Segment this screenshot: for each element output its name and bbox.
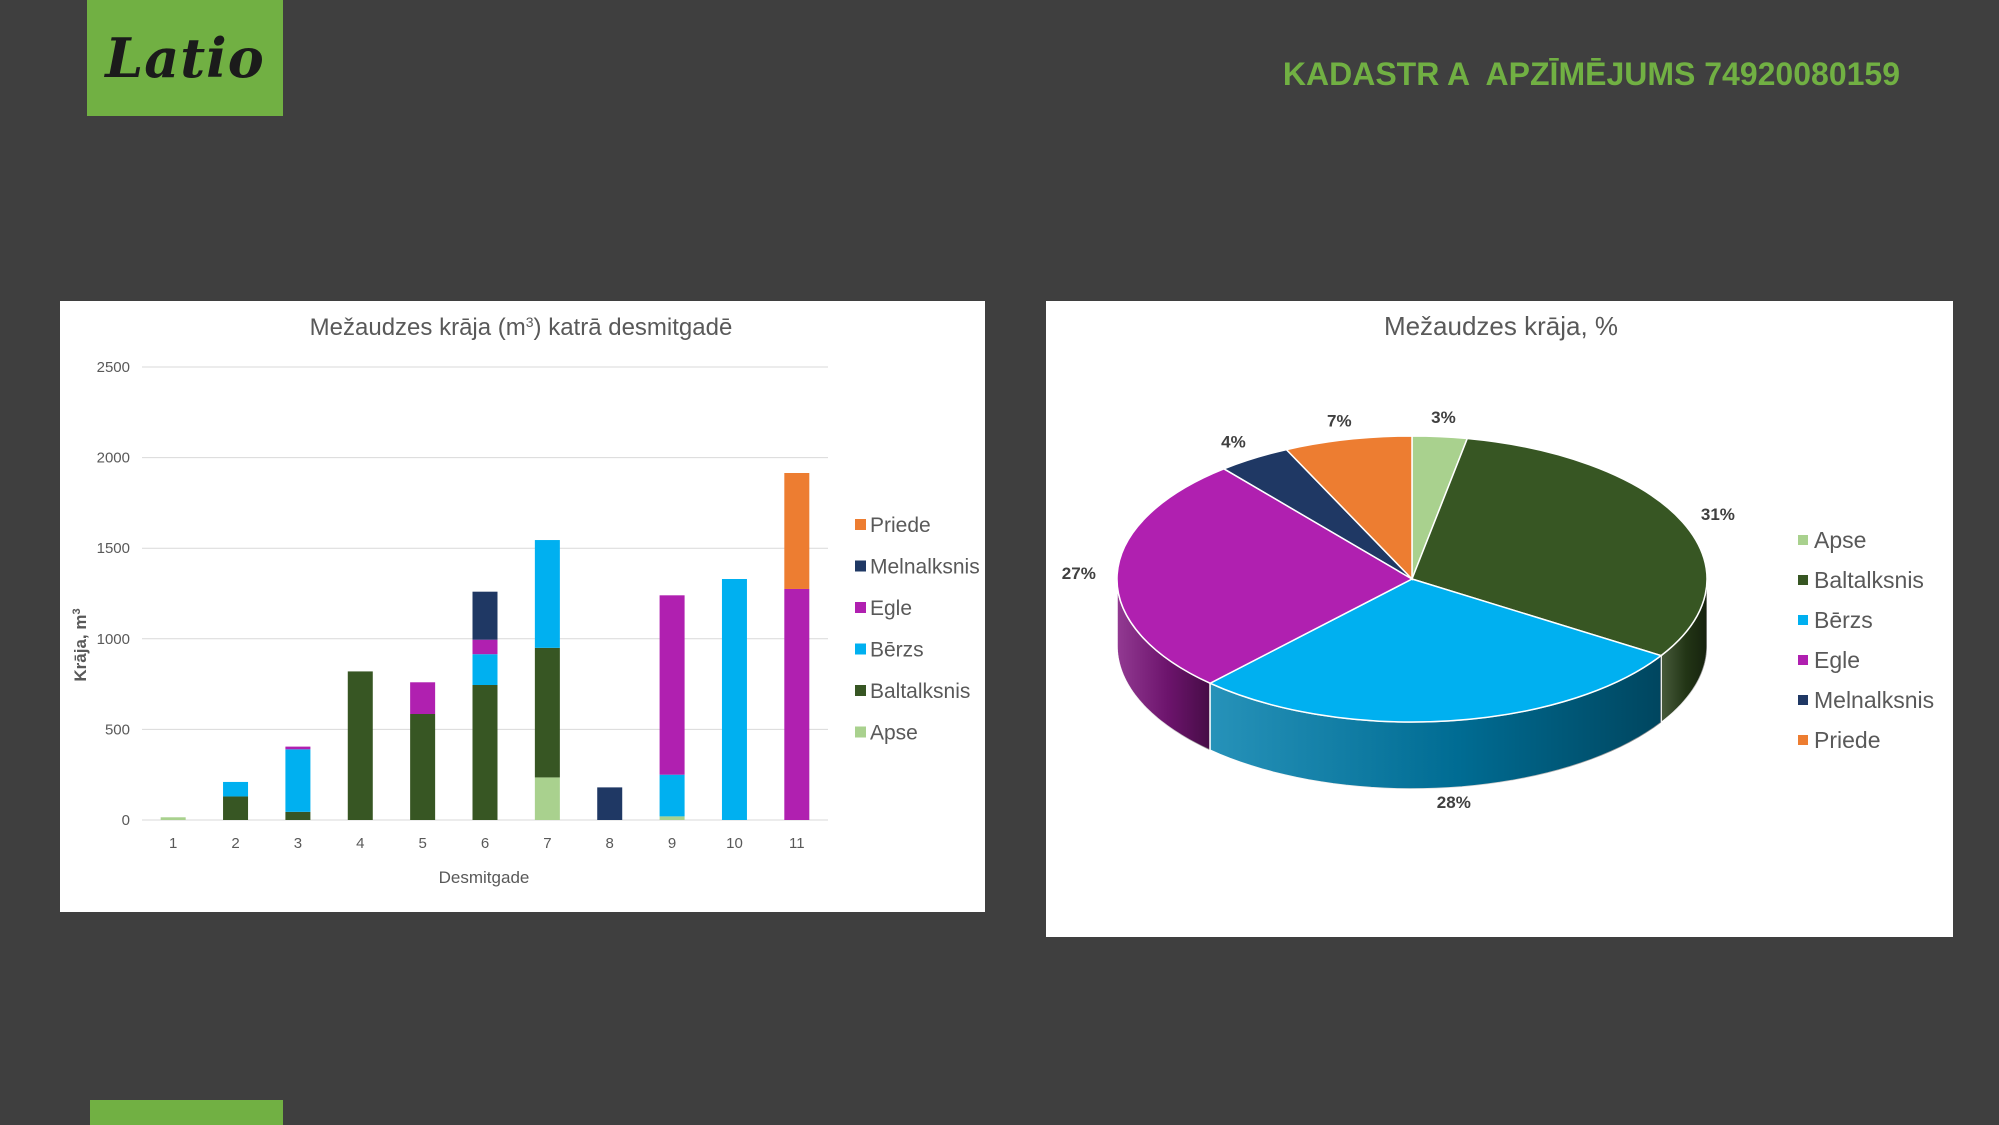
legend-label: Baltalksnis	[870, 680, 970, 703]
y-tick-label: 500	[105, 721, 130, 738]
x-tick-label: 10	[726, 835, 743, 852]
pie-data-label: 31%	[1701, 505, 1735, 524]
y-axis-title: Krāja, m3	[71, 608, 90, 681]
logo-text: Latio	[105, 26, 265, 90]
legend-swatch	[855, 685, 866, 696]
x-tick-label: 6	[481, 835, 489, 852]
legend-label: Apse	[870, 722, 918, 745]
bar-segment	[534, 777, 560, 820]
bar-segment	[534, 647, 560, 778]
pie-slice	[1284, 435, 1413, 581]
x-tick-label: 5	[418, 835, 426, 852]
x-tick-label: 8	[606, 835, 614, 852]
logo: Latio	[87, 0, 283, 116]
pie-chart-title: Mežaudzes krāja, %	[1384, 311, 1618, 341]
x-axis-title: Desmitgade	[439, 868, 530, 887]
y-tick-label: 1000	[97, 631, 130, 648]
pie-slice-side-shading	[1117, 579, 1211, 751]
bar-chart-title: Mežaudzes krāja (m3) katrā desmitgadē	[310, 314, 733, 341]
bar-segment	[721, 579, 747, 820]
legend-label: Priede	[1814, 727, 1880, 753]
y-tick-label: 1500	[97, 540, 130, 557]
bar-segment	[223, 796, 249, 820]
pie-data-label: 4%	[1221, 433, 1246, 452]
legend-label: Egle	[870, 597, 912, 620]
bar-segment	[534, 540, 560, 648]
x-tick-label: 2	[231, 835, 239, 852]
x-tick-label: 9	[668, 835, 676, 852]
bar-segment	[659, 816, 685, 820]
pie-data-label: 7%	[1327, 411, 1352, 430]
pie-data-label: 28%	[1437, 793, 1471, 812]
legend-label: Bērzs	[870, 639, 924, 662]
bar-segment	[160, 817, 186, 820]
x-tick-label: 11	[789, 835, 805, 852]
pie-chart: Mežaudzes krāja, % 3% 31% 28% 27% 4% 7% Apse B…	[1062, 311, 1934, 812]
bar-segment	[285, 746, 311, 750]
bar-segment	[347, 671, 373, 820]
y-tick-label: 0	[122, 812, 130, 829]
pie-slice-side-shading	[1210, 655, 1662, 789]
legend-label: Egle	[1814, 647, 1860, 673]
bar-segment	[285, 749, 311, 812]
x-tick-label: 1	[169, 835, 177, 852]
bar-segment	[659, 774, 685, 817]
legend-swatch	[1798, 735, 1808, 745]
bar-segment	[410, 682, 436, 714]
legend-label: Melnalksnis	[870, 556, 980, 579]
bar-segment	[410, 713, 436, 820]
bar-segment	[472, 685, 498, 820]
pie-chart-panel: Mežaudzes krāja, % 3% 31% 28% 27% 4% 7% Apse B…	[1046, 301, 1953, 937]
bar-segment	[784, 473, 810, 589]
pie-slice-side-shading	[1661, 579, 1707, 723]
legend-swatch	[855, 602, 866, 613]
legend-swatch	[1798, 535, 1808, 545]
pie-slice	[1208, 578, 1663, 723]
legend-label: Apse	[1814, 527, 1866, 553]
bar-segment	[597, 787, 623, 820]
bar-segment	[472, 591, 498, 640]
bar-chart-panel: Mežaudzes krāja (m3) katrā desmitgadē 0 5…	[60, 301, 985, 912]
legend-label: Melnalksnis	[1814, 687, 1934, 713]
x-tick-label: 3	[294, 835, 302, 852]
footer-accent-block	[90, 1100, 283, 1125]
legend-swatch	[855, 726, 866, 738]
page-title: KADASTR A APZĪMĒJUMS 74920080159	[1282, 56, 1900, 92]
legend-swatch	[1798, 695, 1808, 705]
x-tick-label: 4	[356, 835, 364, 852]
legend-swatch	[1798, 575, 1808, 585]
bar-segment	[659, 595, 685, 775]
bar-chart: Mežaudzes krāja (m3) katrā desmitgadē 0 5…	[71, 314, 980, 887]
legend-label: Bērzs	[1814, 607, 1873, 633]
legend-swatch	[855, 643, 866, 655]
y-tick-label: 2500	[97, 359, 130, 376]
bar-segment	[472, 654, 498, 686]
legend-label: Baltalksnis	[1814, 567, 1924, 593]
x-tick-label: 7	[543, 835, 551, 852]
bar-segment	[784, 588, 810, 820]
bar-segment	[223, 781, 249, 797]
pie-data-label: 27%	[1062, 564, 1096, 583]
legend-swatch	[1798, 655, 1808, 665]
legend-swatch	[855, 560, 866, 572]
pie-slice	[1116, 467, 1414, 685]
y-tick-label: 2000	[97, 450, 130, 467]
legend-swatch	[855, 519, 866, 530]
legend-swatch	[1798, 615, 1808, 625]
pie-data-label: 3%	[1431, 408, 1456, 427]
bar-segment	[285, 811, 311, 820]
legend-label: Priede	[870, 514, 931, 537]
bar-segment	[472, 639, 498, 655]
